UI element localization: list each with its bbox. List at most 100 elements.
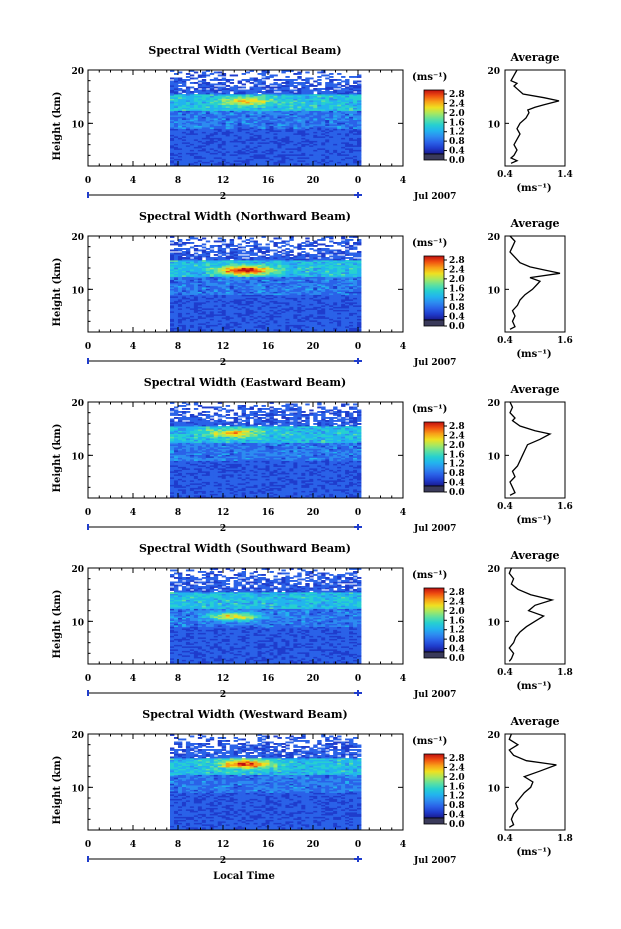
heatmap-cell	[277, 157, 282, 159]
heatmap-cell	[209, 83, 215, 86]
heatmap-cell	[337, 155, 342, 158]
heatmap-cell	[177, 77, 183, 80]
heatmap-cell	[205, 154, 211, 156]
heatmap-cell	[249, 133, 254, 135]
heatmap-cell	[181, 137, 187, 140]
heatmap-cell	[170, 136, 175, 138]
x-tick-label: 0	[355, 176, 361, 186]
heatmap-cell	[221, 160, 227, 162]
heatmap-cell	[253, 160, 258, 162]
heatmap-cell	[325, 142, 330, 144]
heatmap-cell	[181, 94, 187, 96]
heatmap-cell	[245, 134, 250, 137]
heatmap-cell	[245, 164, 250, 167]
heatmap-cell	[293, 152, 298, 155]
heatmap-cell	[185, 86, 191, 89]
heatmap-cell	[229, 142, 235, 144]
heatmap-cell	[245, 137, 250, 140]
heatmap-cell	[173, 130, 179, 132]
heatmap-cell	[229, 79, 235, 81]
heatmap-cell	[177, 127, 183, 129]
heatmap-cell	[313, 130, 318, 132]
heatmap-cell	[193, 133, 199, 135]
heatmap-cell	[193, 88, 199, 90]
heatmap-cell	[349, 128, 354, 131]
heatmap-cell	[265, 149, 270, 152]
heatmap-cell	[173, 164, 179, 167]
heatmap-cell	[317, 161, 322, 164]
heatmap-cell	[225, 149, 231, 152]
heatmap-cell	[249, 77, 254, 80]
heatmap-cell	[233, 127, 239, 129]
heatmap-cell	[213, 83, 219, 86]
heatmap-cell	[201, 149, 207, 152]
heatmap-cell	[245, 146, 250, 149]
heatmap-cell	[341, 85, 346, 87]
heatmap-cell	[170, 145, 175, 147]
heatmap-cell	[353, 151, 358, 153]
heatmap-cell	[289, 160, 294, 162]
heatmap-cell	[313, 145, 318, 147]
x-tick-label: 16	[262, 176, 275, 186]
heatmap-cell	[313, 152, 318, 155]
heatmap-cell	[237, 146, 243, 149]
heatmap-cell	[313, 136, 318, 138]
heatmap-cell	[333, 89, 338, 92]
heatmap-cell	[205, 136, 211, 138]
heatmap-cell	[170, 133, 175, 135]
heatmap-cell	[181, 139, 187, 141]
heatmap-cell	[249, 148, 254, 150]
heatmap-cell	[341, 140, 346, 143]
heatmap-cell	[353, 131, 358, 134]
heatmap-cell	[253, 161, 258, 164]
heatmap-cell	[329, 133, 334, 135]
heatmap-cell	[177, 140, 183, 143]
heatmap-cell	[281, 155, 286, 158]
heatmap-cell	[205, 134, 211, 137]
day-label: 2	[220, 192, 226, 202]
heatmap-cell	[337, 130, 342, 132]
heatmap-cell	[305, 154, 310, 156]
heatmap-cell	[225, 139, 231, 141]
heatmap-cell	[197, 137, 203, 140]
heatmap-cell	[257, 157, 262, 159]
heatmap-cell	[205, 149, 211, 152]
heatmap-cell	[241, 89, 247, 92]
heatmap-cell	[309, 139, 314, 141]
heatmap-cell	[217, 155, 223, 158]
heatmap-cell	[285, 145, 290, 147]
heatmap-cell	[297, 134, 302, 137]
heatmap-cell	[265, 89, 270, 92]
heatmap-cell	[217, 151, 223, 153]
heatmap-cell	[341, 161, 346, 164]
heatmap-cell	[257, 161, 262, 164]
heatmap-cell	[337, 146, 342, 149]
heatmap-cell	[205, 139, 211, 141]
heatmap-cell	[173, 155, 179, 158]
heatmap-cell	[213, 163, 219, 165]
heatmap-cell	[301, 151, 306, 153]
heatmap-cell	[309, 157, 314, 159]
heatmap-cell	[237, 149, 243, 152]
heatmap-cell	[249, 86, 254, 89]
heatmap-cell	[257, 79, 262, 81]
heatmap-cell	[197, 151, 203, 153]
heatmap-cell	[261, 142, 266, 144]
heatmap-cell	[225, 155, 231, 158]
heatmap-cell	[357, 146, 362, 149]
heatmap-cell	[265, 128, 270, 131]
heatmap-cell	[170, 143, 175, 146]
heatmap-cell	[345, 134, 350, 137]
heatmap-cell	[277, 149, 282, 152]
heatmap-cell	[245, 149, 250, 152]
heatmap-cell	[281, 134, 286, 137]
heatmap-cell	[349, 85, 354, 87]
panel-title: Spectral Width (Vertical Beam)	[148, 44, 341, 57]
heatmap-cell	[305, 151, 310, 153]
heatmap-cell	[205, 157, 211, 159]
heatmap-cell	[233, 74, 239, 77]
heatmap-cell	[341, 134, 346, 137]
heatmap-cell	[277, 148, 282, 150]
heatmap-cell	[233, 154, 239, 156]
heatmap-cell	[197, 74, 203, 77]
